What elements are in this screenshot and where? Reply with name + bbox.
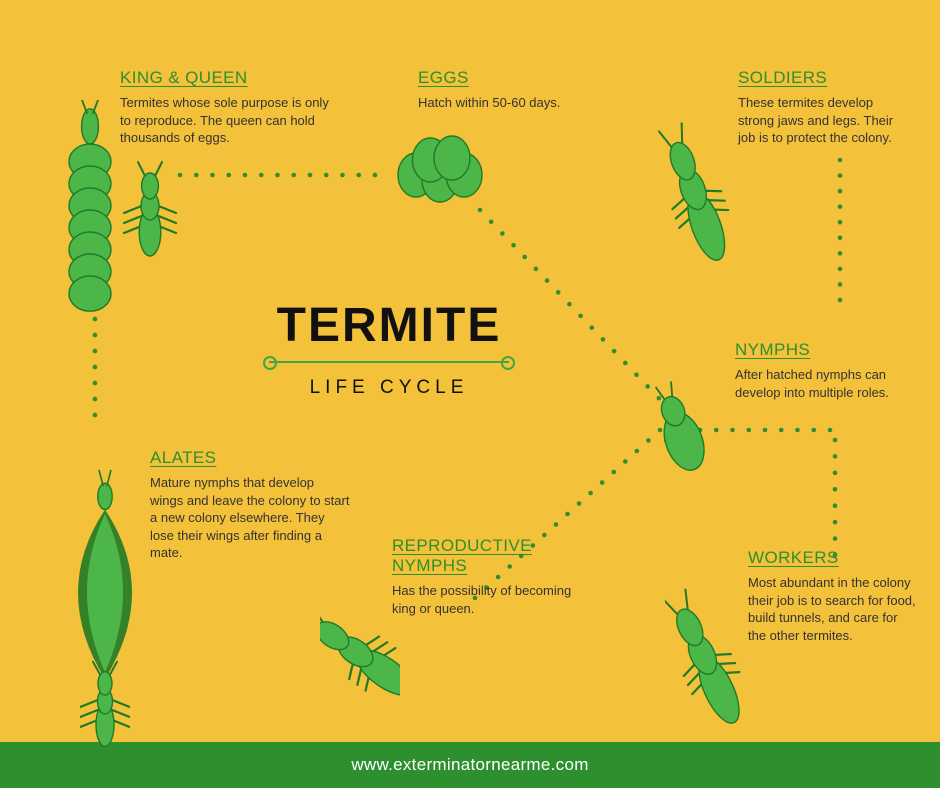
- stage-reproductive-nymphs: REPRODUCTIVE NYMPHS Has the possibility …: [392, 536, 582, 617]
- stage-desc: Termites whose sole purpose is only to r…: [120, 94, 330, 147]
- nymph-icon: [645, 380, 715, 480]
- stage-heading: WORKERS: [748, 548, 916, 568]
- king-icon: [120, 160, 180, 260]
- stage-desc: These termites develop strong jaws and l…: [738, 94, 908, 147]
- stage-desc: Mature nymphs that develop wings and lea…: [150, 474, 350, 562]
- stage-heading: ALATES: [150, 448, 350, 468]
- title-rule: [269, 361, 509, 363]
- stage-soldiers: SOLDIERS These termites develop strong j…: [738, 68, 908, 147]
- worker-icon: [665, 585, 745, 735]
- title-main: TERMITE: [234, 298, 544, 353]
- queen-icon: [55, 100, 125, 320]
- stage-heading: KING & QUEEN: [120, 68, 330, 88]
- stage-workers: WORKERS Most abundant in the colony thei…: [748, 548, 916, 644]
- stage-nymphs: NYMPHS After hatched nymphs can develop …: [735, 340, 915, 401]
- eggs-icon: [380, 120, 500, 220]
- center-title: TERMITE LIFE CYCLE: [234, 298, 544, 399]
- stage-heading: SOLDIERS: [738, 68, 908, 88]
- footer-url: www.exterminatornearme.com: [351, 755, 588, 775]
- repro-nymph-icon: [320, 585, 400, 725]
- alate-body-icon: [80, 660, 130, 750]
- footer-bar: www.exterminatornearme.com: [0, 742, 940, 788]
- stage-king-queen: KING & QUEEN Termites whose sole purpose…: [120, 68, 330, 147]
- stage-heading: EGGS: [418, 68, 628, 88]
- soldier-icon: [655, 120, 735, 270]
- stage-desc: Has the possibility of becoming king or …: [392, 582, 582, 617]
- stage-heading: NYMPHS: [735, 340, 915, 360]
- stage-alates: ALATES Mature nymphs that develop wings …: [150, 448, 350, 562]
- stage-desc: Most abundant in the colony their job is…: [748, 574, 916, 644]
- stage-desc: After hatched nymphs can develop into mu…: [735, 366, 915, 401]
- stage-heading: REPRODUCTIVE NYMPHS: [392, 536, 582, 576]
- stage-eggs: EGGS Hatch within 50-60 days.: [418, 68, 628, 112]
- stage-desc: Hatch within 50-60 days.: [418, 94, 628, 112]
- title-sub: LIFE CYCLE: [234, 377, 544, 399]
- alate-icon: [45, 470, 165, 690]
